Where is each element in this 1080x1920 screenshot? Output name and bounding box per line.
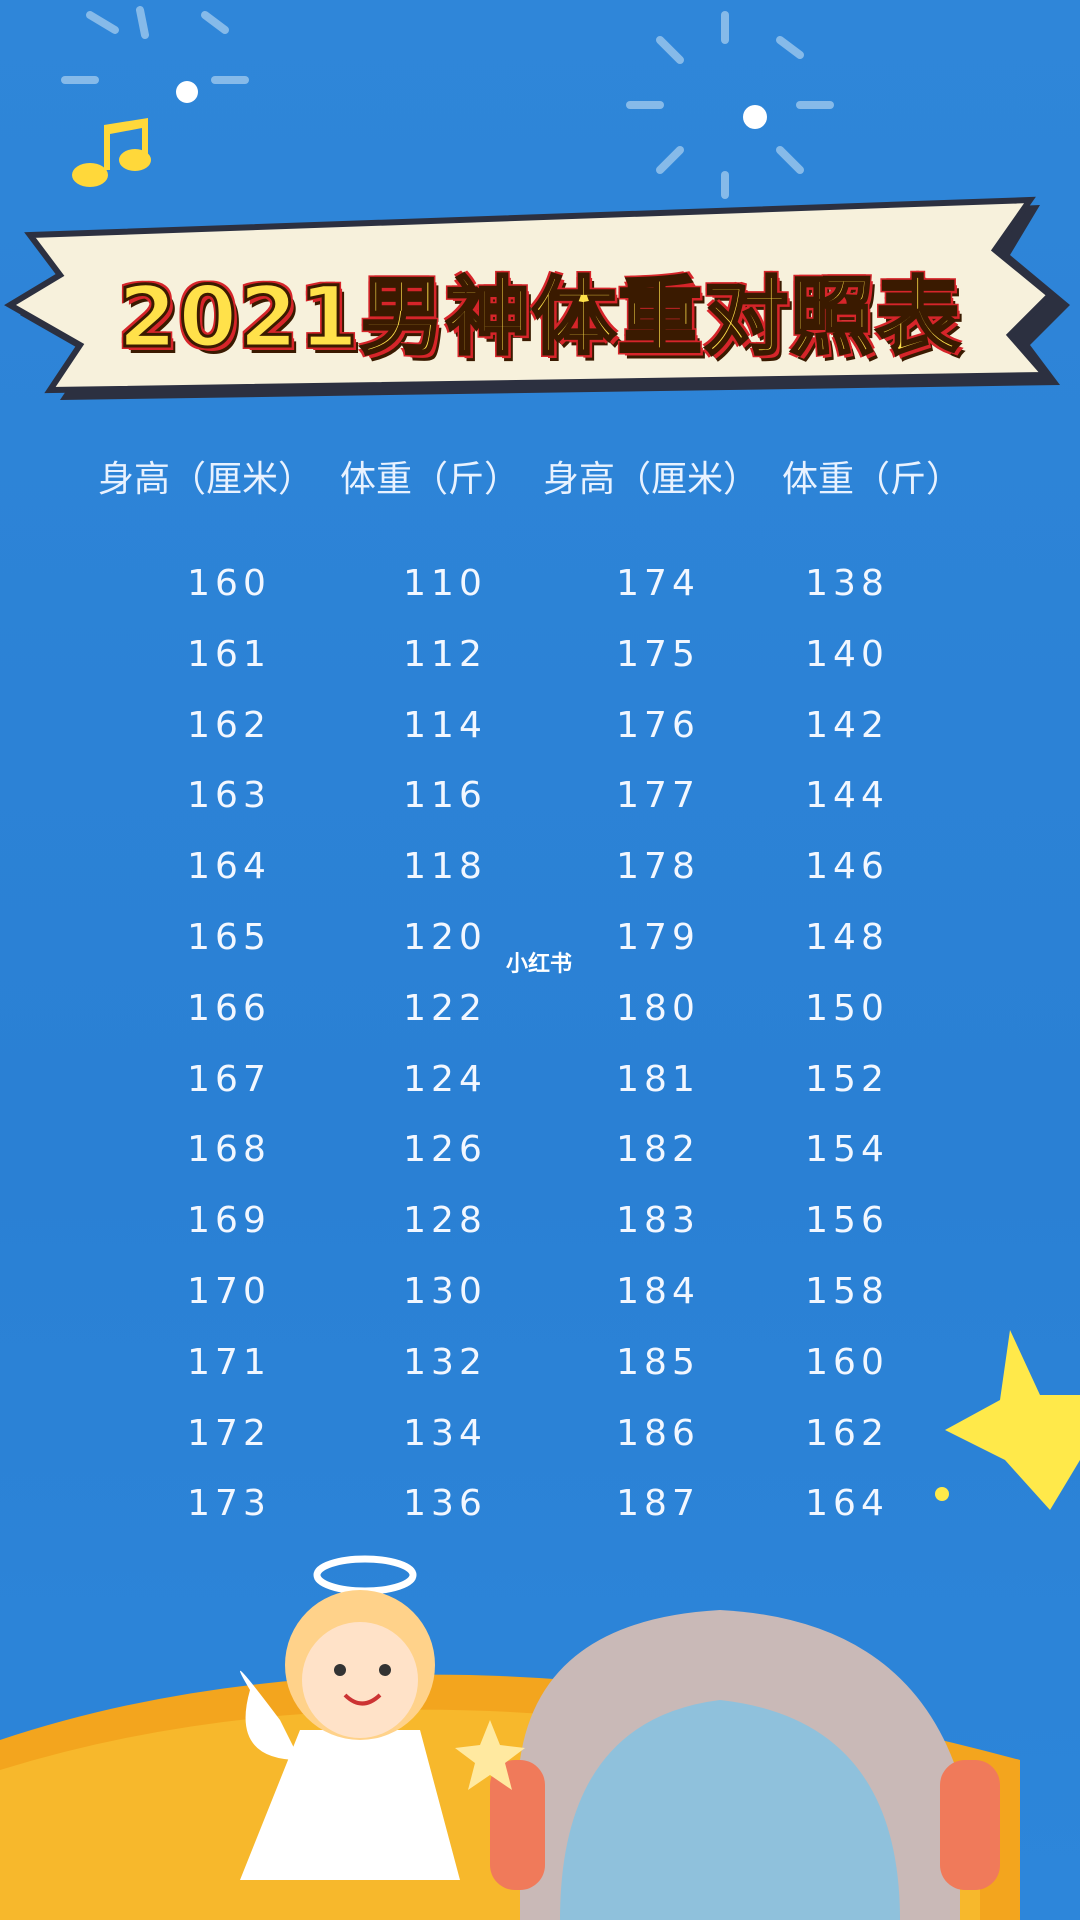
weight-cell: 120	[403, 917, 487, 958]
height-cell: 174	[616, 563, 700, 604]
table-row: 161 112 175 140	[0, 634, 1080, 684]
height-cell: 179	[616, 917, 700, 958]
height-cell: 184	[616, 1271, 700, 1312]
weight-cell: 122	[403, 987, 487, 1029]
height-cell: 177	[616, 775, 700, 817]
angel-illustration	[240, 1555, 525, 1880]
weight-cell: 164	[805, 1483, 889, 1525]
height-cell: 168	[187, 1129, 271, 1171]
weight-cell: 150	[805, 987, 889, 1029]
height-cell: 166	[187, 987, 271, 1029]
height-cell: 173	[187, 1483, 271, 1525]
weight-cell: 140	[805, 633, 889, 675]
weight-cell: 146	[805, 846, 889, 888]
weight-cell: 128	[403, 1200, 487, 1242]
weight-cell: 132	[403, 1341, 487, 1383]
white-dot	[176, 81, 198, 103]
confetti-sparkles	[61, 6, 834, 199]
header-weight-2: 体重（斤）	[781, 459, 963, 500]
table-row: 172 134 186 162	[0, 1413, 1080, 1463]
table-row: 167 124 181 152	[0, 1059, 1080, 1109]
weight-cell: 110	[403, 563, 487, 604]
weight-cell: 136	[403, 1483, 487, 1525]
weight-cell: 142	[805, 704, 889, 746]
height-cell: 163	[187, 775, 271, 817]
weight-cell: 118	[403, 846, 487, 888]
weight-cell: 160	[805, 1341, 889, 1383]
header-weight-1: 体重（斤）	[339, 459, 521, 500]
height-cell: 162	[187, 704, 271, 746]
weight-cell: 112	[403, 633, 487, 675]
height-cell: 167	[187, 1058, 271, 1100]
table-row: 173 136 187 164	[0, 1483, 1080, 1533]
height-cell: 186	[616, 1412, 700, 1454]
height-cell: 185	[616, 1341, 700, 1383]
weight-cell: 134	[403, 1412, 487, 1454]
table-row: 166 122 180 150	[0, 988, 1080, 1038]
height-cell: 176	[616, 704, 700, 746]
weight-cell: 116	[403, 775, 487, 817]
height-cell: 169	[187, 1200, 271, 1242]
height-cell: 180	[616, 987, 700, 1029]
title-banner	[4, 196, 1070, 400]
height-cell: 172	[187, 1412, 271, 1454]
table-header: 身高（厘米） 体重（斤） 身高（厘米） 体重（斤）	[0, 450, 1080, 500]
weight-cell: 144	[805, 775, 889, 817]
weight-cell: 124	[403, 1058, 487, 1100]
weight-cell: 114	[403, 704, 487, 746]
table-row: 169 128 183 156	[0, 1200, 1080, 1250]
table-row: 170 130 184 158	[0, 1271, 1080, 1321]
weight-cell: 130	[403, 1271, 487, 1312]
height-cell: 178	[616, 846, 700, 888]
table-row: 163 116 177 144	[0, 775, 1080, 825]
height-cell: 182	[616, 1129, 700, 1171]
weight-cell: 126	[403, 1129, 487, 1171]
header-height-2: 身高（厘米）	[542, 459, 760, 500]
weight-cell: 138	[805, 563, 889, 604]
weight-cell: 158	[805, 1271, 889, 1312]
table-row: 160 110 174 138	[0, 563, 1080, 613]
weight-cell: 152	[805, 1058, 889, 1100]
height-cell: 164	[187, 846, 271, 888]
table-row: 171 132 185 160	[0, 1342, 1080, 1392]
table-row: 164 118 178 146	[0, 846, 1080, 896]
table-row: 165 120 179 148	[0, 917, 1080, 967]
weight-cell: 162	[805, 1412, 889, 1454]
height-cell: 183	[616, 1200, 700, 1242]
table-row: 162 114 176 142	[0, 705, 1080, 755]
weight-cell: 154	[805, 1129, 889, 1171]
table-row: 168 126 182 154	[0, 1129, 1080, 1179]
page-title: 2021男神体重对照表	[117, 267, 962, 368]
height-cell: 170	[187, 1271, 271, 1312]
header-height-1: 身高（厘米）	[97, 459, 315, 500]
height-cell: 160	[187, 563, 271, 604]
height-cell: 181	[616, 1058, 700, 1100]
weight-cell: 156	[805, 1200, 889, 1242]
height-cell: 171	[187, 1341, 271, 1383]
height-cell: 165	[187, 917, 271, 958]
height-cell: 161	[187, 633, 271, 675]
watermark: 小红书	[505, 952, 573, 977]
height-cell: 175	[616, 633, 700, 675]
astronaut-helmet	[490, 1610, 1000, 1920]
white-dot	[743, 105, 767, 129]
music-note-icon	[72, 118, 151, 187]
weight-cell: 148	[805, 917, 889, 958]
height-cell: 187	[616, 1483, 700, 1525]
star-icon	[935, 1330, 1080, 1510]
